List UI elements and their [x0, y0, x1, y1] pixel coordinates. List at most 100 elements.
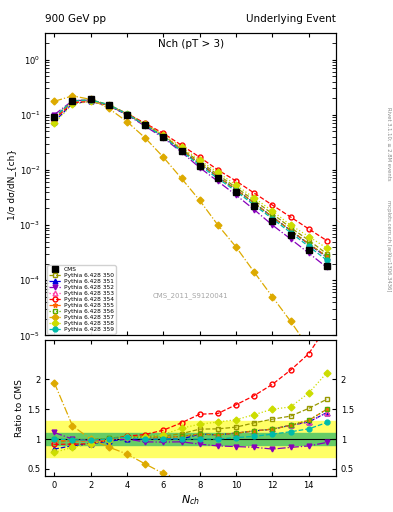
Pythia 6.428 358 [288, 222, 293, 228]
Text: Rivet 3.1.10; ≥ 2.8M events: Rivet 3.1.10; ≥ 2.8M events [386, 106, 391, 180]
Pythia 6.428 354 [234, 178, 239, 184]
Pythia 6.428 356 [70, 98, 75, 104]
Pythia 6.428 356 [234, 186, 239, 193]
Pythia 6.428 355 [70, 98, 75, 104]
Pythia 6.428 353 [270, 214, 275, 220]
Line: Pythia 6.428 356: Pythia 6.428 356 [52, 97, 329, 259]
Pythia 6.428 352 [234, 192, 239, 198]
Pythia 6.428 358 [215, 169, 220, 176]
Pythia 6.428 351 [107, 103, 111, 109]
Pythia 6.428 358 [179, 144, 184, 150]
Pythia 6.428 352 [179, 149, 184, 155]
Pythia 6.428 356 [288, 227, 293, 233]
Pythia 6.428 351 [52, 119, 57, 125]
Pythia 6.428 357 [70, 93, 75, 99]
Pythia 6.428 357 [125, 119, 129, 125]
Pythia 6.428 358 [70, 101, 75, 108]
Line: Pythia 6.428 352: Pythia 6.428 352 [52, 98, 329, 270]
Pythia 6.428 358 [270, 208, 275, 214]
Pythia 6.428 350 [252, 197, 257, 203]
Pythia 6.428 353 [161, 133, 166, 139]
Pythia 6.428 354 [143, 120, 147, 126]
Legend: CMS, Pythia 6.428 350, Pythia 6.428 351, Pythia 6.428 352, Pythia 6.428 353, Pyt: CMS, Pythia 6.428 350, Pythia 6.428 351,… [47, 265, 116, 334]
Pythia 6.428 350 [143, 121, 147, 127]
Pythia 6.428 353 [234, 186, 239, 193]
Pythia 6.428 354 [107, 102, 111, 109]
Pythia 6.428 358 [161, 132, 166, 138]
Line: Pythia 6.428 355: Pythia 6.428 355 [52, 98, 329, 259]
Pythia 6.428 357 [161, 154, 166, 160]
Pythia 6.428 357 [252, 269, 257, 275]
Pythia 6.428 355 [234, 186, 239, 193]
Pythia 6.428 359 [288, 229, 293, 236]
Line: Pythia 6.428 357: Pythia 6.428 357 [52, 93, 329, 376]
Line: Pythia 6.428 358: Pythia 6.428 358 [52, 99, 329, 251]
Pythia 6.428 353 [197, 161, 202, 167]
Pythia 6.428 358 [234, 182, 239, 188]
Pythia 6.428 357 [179, 176, 184, 182]
Pythia 6.428 351 [270, 214, 275, 220]
Pythia 6.428 354 [307, 226, 311, 232]
Pythia 6.428 355 [252, 200, 257, 206]
Pythia 6.428 357 [143, 135, 147, 141]
Pythia 6.428 351 [288, 227, 293, 233]
Line: Pythia 6.428 351: Pythia 6.428 351 [52, 99, 329, 260]
Pythia 6.428 359 [88, 97, 93, 103]
Text: Nch (pT > 3): Nch (pT > 3) [158, 39, 224, 49]
Pythia 6.428 352 [107, 102, 111, 109]
Pythia 6.428 355 [88, 97, 93, 103]
Pythia 6.428 354 [88, 98, 93, 104]
Pythia 6.428 353 [88, 97, 93, 103]
Pythia 6.428 351 [325, 254, 329, 261]
Line: Pythia 6.428 354: Pythia 6.428 354 [52, 99, 329, 243]
Pythia 6.428 350 [325, 251, 329, 257]
Pythia 6.428 358 [52, 120, 57, 126]
Pythia 6.428 355 [52, 115, 57, 121]
Pythia 6.428 356 [179, 147, 184, 153]
Pythia 6.428 354 [197, 154, 202, 160]
Pythia 6.428 350 [270, 211, 275, 217]
Pythia 6.428 357 [234, 244, 239, 250]
Pythia 6.428 359 [215, 176, 220, 182]
Pythia 6.428 358 [88, 98, 93, 104]
Pythia 6.428 357 [325, 371, 329, 377]
Pythia 6.428 358 [197, 157, 202, 163]
Pythia 6.428 352 [307, 250, 311, 256]
Pythia 6.428 351 [70, 100, 75, 106]
Pythia 6.428 356 [143, 122, 147, 128]
Pythia 6.428 355 [215, 174, 220, 180]
Pythia 6.428 359 [307, 243, 311, 249]
Pythia 6.428 352 [161, 135, 166, 141]
Pythia 6.428 358 [307, 233, 311, 240]
Pythia 6.428 355 [107, 102, 111, 108]
Pythia 6.428 351 [143, 122, 147, 128]
Pythia 6.428 353 [179, 147, 184, 153]
Pythia 6.428 352 [52, 112, 57, 118]
Pythia 6.428 352 [288, 236, 293, 242]
Pythia 6.428 351 [125, 112, 129, 118]
Pythia 6.428 356 [215, 174, 220, 180]
Pythia 6.428 354 [288, 214, 293, 220]
Text: 900 GeV pp: 900 GeV pp [45, 14, 106, 25]
Pythia 6.428 354 [70, 100, 75, 106]
Pythia 6.428 359 [270, 216, 275, 222]
Y-axis label: 1/σ dσ/dN_{ch}: 1/σ dσ/dN_{ch} [7, 149, 17, 220]
Pythia 6.428 352 [143, 123, 147, 129]
Pythia 6.428 353 [52, 115, 57, 121]
Pythia 6.428 357 [307, 345, 311, 351]
Pythia 6.428 355 [161, 133, 166, 139]
Pythia 6.428 350 [197, 159, 202, 165]
Line: Pythia 6.428 359: Pythia 6.428 359 [52, 97, 329, 263]
Pythia 6.428 352 [325, 264, 329, 270]
Pythia 6.428 357 [107, 105, 111, 112]
Text: CMS_2011_S9120041: CMS_2011_S9120041 [153, 292, 228, 299]
Pythia 6.428 358 [143, 121, 147, 127]
Pythia 6.428 359 [325, 257, 329, 263]
Pythia 6.428 359 [252, 202, 257, 208]
Pythia 6.428 352 [70, 98, 75, 104]
Pythia 6.428 355 [270, 214, 275, 220]
Pythia 6.428 357 [197, 197, 202, 203]
X-axis label: $N_{ch}$: $N_{ch}$ [181, 493, 200, 506]
Pythia 6.428 354 [161, 130, 166, 136]
Pythia 6.428 358 [125, 111, 129, 117]
